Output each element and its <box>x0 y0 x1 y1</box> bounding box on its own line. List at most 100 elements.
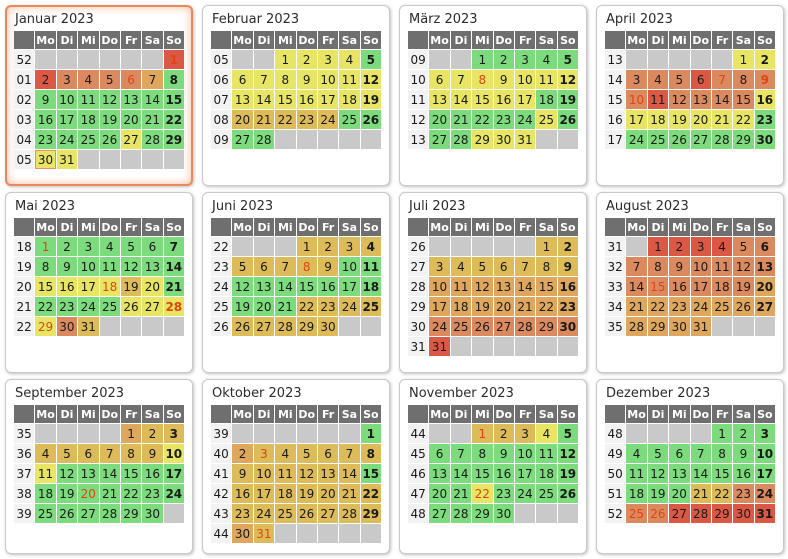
day-cell[interactable]: 20 <box>120 110 142 129</box>
day-cell[interactable]: 26 <box>557 484 578 503</box>
day-cell[interactable]: 28 <box>142 130 163 149</box>
day-cell[interactable]: 31 <box>429 337 450 356</box>
day-cell[interactable]: 1 <box>733 50 754 69</box>
day-cell[interactable]: 16 <box>317 277 339 296</box>
day-cell[interactable]: 24 <box>56 130 78 149</box>
day-cell[interactable]: 29 <box>360 504 381 523</box>
day-cell[interactable]: 8 <box>35 257 56 276</box>
day-cell[interactable]: 17 <box>339 277 360 296</box>
day-cell[interactable]: 17 <box>514 464 536 483</box>
day-cell[interactable]: 5 <box>472 257 493 276</box>
day-cell[interactable]: 4 <box>339 50 360 69</box>
day-cell[interactable]: 8 <box>647 257 669 276</box>
day-cell[interactable]: 31 <box>690 317 711 336</box>
day-cell[interactable]: 13 <box>120 90 142 109</box>
day-cell[interactable]: 18 <box>450 297 472 316</box>
day-cell[interactable]: 23 <box>56 297 78 316</box>
day-cell[interactable]: 7 <box>514 257 536 276</box>
day-cell[interactable]: 14 <box>626 277 647 296</box>
day-cell[interactable]: 31 <box>754 504 775 523</box>
day-cell[interactable]: 18 <box>99 277 120 296</box>
day-cell[interactable]: 8 <box>536 257 557 276</box>
day-cell[interactable]: 10 <box>78 257 99 276</box>
day-cell[interactable]: 6 <box>78 444 99 463</box>
day-cell[interactable]: 7 <box>142 70 163 89</box>
day-cell[interactable]: 14 <box>339 464 360 483</box>
day-cell[interactable]: 15 <box>35 277 56 296</box>
day-cell[interactable]: 22 <box>35 297 56 316</box>
day-cell[interactable]: 13 <box>429 90 450 109</box>
day-cell[interactable]: 30 <box>669 317 690 336</box>
day-cell[interactable]: 18 <box>339 90 360 109</box>
day-cell[interactable]: 22 <box>472 484 493 503</box>
day-cell[interactable]: 29 <box>472 130 493 149</box>
day-cell[interactable]: 26 <box>472 317 493 336</box>
day-cell[interactable]: 6 <box>690 70 711 89</box>
day-cell[interactable]: 7 <box>450 444 472 463</box>
day-cell[interactable]: 5 <box>557 50 578 69</box>
day-cell[interactable]: 9 <box>35 90 56 109</box>
day-cell[interactable]: 5 <box>120 237 142 256</box>
day-cell[interactable]: 7 <box>450 70 472 89</box>
day-cell[interactable]: 23 <box>142 484 163 503</box>
day-cell[interactable]: 26 <box>120 297 142 316</box>
day-cell[interactable]: 14 <box>514 277 536 296</box>
day-cell[interactable]: 2 <box>35 70 56 89</box>
day-cell[interactable]: 28 <box>626 317 647 336</box>
day-cell[interactable]: 30 <box>142 504 163 523</box>
day-cell[interactable]: 2 <box>56 237 78 256</box>
day-cell[interactable]: 14 <box>275 277 296 296</box>
day-cell[interactable]: 14 <box>142 90 163 109</box>
day-cell[interactable]: 1 <box>163 50 184 69</box>
day-cell[interactable]: 30 <box>493 130 514 149</box>
day-cell[interactable]: 25 <box>536 484 557 503</box>
day-cell[interactable]: 17 <box>626 110 647 129</box>
day-cell[interactable]: 27 <box>142 297 163 316</box>
day-cell[interactable]: 17 <box>429 297 450 316</box>
day-cell[interactable]: 13 <box>142 257 163 276</box>
day-cell[interactable]: 26 <box>232 317 253 336</box>
day-cell[interactable]: 3 <box>253 444 275 463</box>
day-cell[interactable]: 20 <box>754 277 775 296</box>
day-cell[interactable]: 6 <box>253 257 275 276</box>
day-cell[interactable]: 6 <box>754 237 775 256</box>
day-cell[interactable]: 17 <box>514 90 536 109</box>
day-cell[interactable]: 16 <box>557 277 578 296</box>
day-cell[interactable]: 1 <box>35 237 56 256</box>
day-cell[interactable]: 3 <box>429 257 450 276</box>
day-cell[interactable]: 30 <box>35 150 56 169</box>
day-cell[interactable]: 19 <box>733 277 754 296</box>
day-cell[interactable]: 29 <box>35 317 56 336</box>
day-cell[interactable]: 31 <box>56 150 78 169</box>
day-cell[interactable]: 12 <box>557 70 578 89</box>
day-cell[interactable]: 1 <box>472 50 493 69</box>
day-cell[interactable]: 12 <box>232 277 253 296</box>
day-cell[interactable]: 8 <box>360 444 381 463</box>
day-cell[interactable]: 9 <box>142 444 163 463</box>
day-cell[interactable]: 24 <box>317 110 339 129</box>
day-cell[interactable]: 1 <box>120 424 142 443</box>
day-cell[interactable]: 17 <box>317 90 339 109</box>
day-cell[interactable]: 18 <box>536 464 557 483</box>
day-cell[interactable]: 28 <box>711 130 733 149</box>
day-cell[interactable]: 28 <box>690 504 711 523</box>
day-cell[interactable]: 11 <box>35 464 56 483</box>
day-cell[interactable]: 8 <box>472 444 493 463</box>
day-cell[interactable]: 24 <box>339 297 360 316</box>
day-cell[interactable]: 13 <box>253 277 275 296</box>
day-cell[interactable]: 12 <box>296 464 317 483</box>
day-cell[interactable]: 22 <box>647 297 669 316</box>
day-cell[interactable]: 24 <box>163 484 184 503</box>
day-cell[interactable]: 12 <box>557 444 578 463</box>
day-cell[interactable]: 16 <box>142 464 163 483</box>
day-cell[interactable]: 13 <box>690 90 711 109</box>
day-cell[interactable]: 4 <box>536 50 557 69</box>
day-cell[interactable]: 24 <box>754 484 775 503</box>
day-cell[interactable]: 19 <box>557 464 578 483</box>
day-cell[interactable]: 11 <box>450 277 472 296</box>
day-cell[interactable]: 25 <box>647 130 669 149</box>
day-cell[interactable]: 4 <box>360 237 381 256</box>
day-cell[interactable]: 8 <box>120 444 142 463</box>
day-cell[interactable]: 22 <box>733 110 754 129</box>
day-cell[interactable]: 21 <box>690 484 711 503</box>
